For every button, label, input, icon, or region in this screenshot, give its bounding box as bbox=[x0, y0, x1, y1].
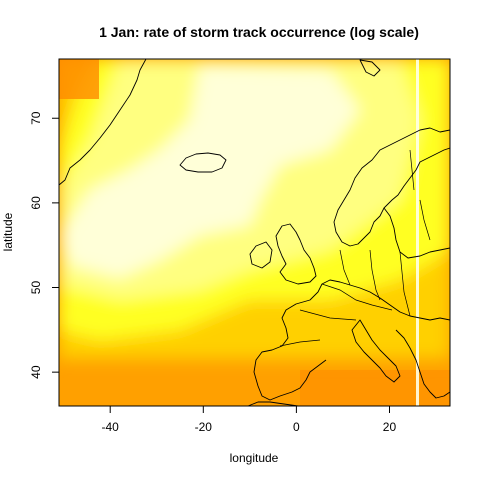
x-axis: -40 -20 0 20 bbox=[102, 405, 397, 434]
border-line bbox=[321, 283, 393, 311]
baltic-coast bbox=[383, 207, 450, 259]
heatmap-southeast-low bbox=[300, 370, 450, 406]
y-tick-label: 70 bbox=[29, 111, 43, 125]
y-tick-label: 60 bbox=[29, 196, 43, 210]
heatmap-band-palest bbox=[60, 65, 360, 278]
y-axis: 40 50 60 70 bbox=[29, 111, 60, 379]
ireland-coast bbox=[249, 241, 273, 269]
x-tick-label: -20 bbox=[195, 420, 213, 434]
x-tick-label: -40 bbox=[102, 420, 120, 434]
border-line bbox=[399, 251, 411, 317]
border-line bbox=[279, 339, 321, 347]
coastline-outlines bbox=[59, 59, 450, 406]
heatmap-stripe-artifact bbox=[416, 59, 419, 406]
north-africa-coast bbox=[247, 401, 299, 406]
europe-west-coast bbox=[253, 279, 450, 401]
border-line bbox=[299, 309, 357, 321]
border-line bbox=[419, 199, 431, 241]
scandinavia-coast bbox=[333, 127, 450, 247]
storm-rate-heatmap bbox=[59, 59, 450, 406]
border-line bbox=[339, 249, 351, 286]
italy-coast bbox=[351, 319, 401, 383]
border-line bbox=[369, 249, 381, 301]
y-axis-label: latitude bbox=[1, 212, 15, 251]
x-tick-label: 20 bbox=[383, 420, 397, 434]
chart-title: 1 Jan: rate of storm track occurrence (l… bbox=[99, 24, 419, 40]
greenland-coast bbox=[59, 59, 147, 186]
border-line bbox=[409, 149, 415, 191]
x-axis-label: longitude bbox=[230, 451, 279, 465]
great-britain-coast bbox=[275, 223, 317, 285]
y-tick-label: 40 bbox=[29, 365, 43, 379]
balkans-coast bbox=[395, 329, 450, 399]
svalbard-coast bbox=[359, 59, 381, 77]
heatmap-corner-topleft bbox=[59, 59, 99, 99]
y-tick-label: 50 bbox=[29, 281, 43, 295]
x-tick-label: 0 bbox=[293, 420, 300, 434]
country-borders bbox=[279, 149, 431, 347]
iceland-coast bbox=[179, 152, 227, 173]
